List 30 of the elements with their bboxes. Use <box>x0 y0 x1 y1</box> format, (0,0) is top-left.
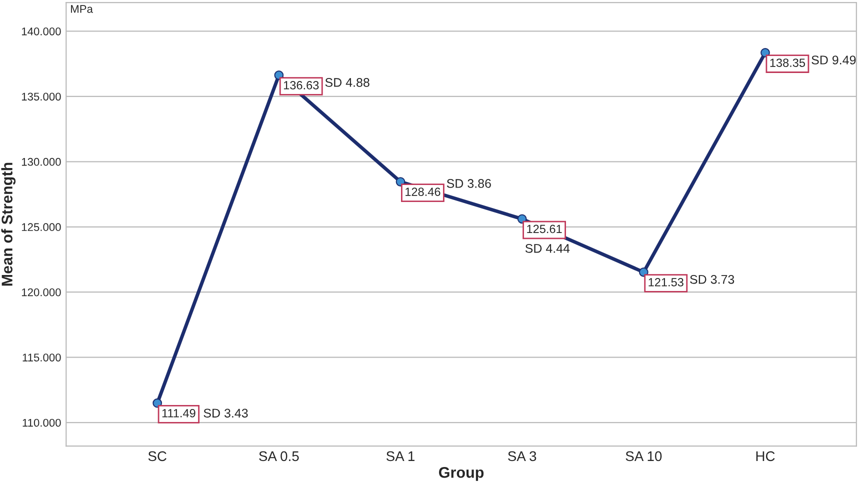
y-tick-label: 135.000 <box>22 92 61 101</box>
x-tick-label: SA 0.5 <box>259 451 299 462</box>
data-label: 111.49 <box>162 408 196 418</box>
x-tick-label: SA 10 <box>626 451 662 462</box>
y-tick-label: 115.000 <box>22 354 61 362</box>
x-tick-label: SA 1 <box>386 451 414 462</box>
annotation: SD 3.86 <box>446 179 491 188</box>
data-label: 136.63 <box>284 81 319 90</box>
y-axis-title: Mean of Strength <box>1 162 16 286</box>
x-axis-title: Group <box>439 467 484 481</box>
annotation: SD 3.43 <box>204 408 248 418</box>
data-label: 121.53 <box>648 278 684 286</box>
y-tick-label: 125.000 <box>22 223 61 232</box>
y-tick-label: 130.000 <box>22 158 61 166</box>
annotation: MPa <box>71 5 93 13</box>
point <box>760 48 770 58</box>
x-tick-label: HC <box>756 451 775 462</box>
y-tick-label: 120.000 <box>22 288 61 296</box>
x-tick-label: SC <box>148 451 166 462</box>
annotation: SD 4.44 <box>525 244 570 253</box>
y-tick-label: 110.000 <box>22 418 61 427</box>
annotation: SD 9.49 <box>812 56 856 64</box>
y-tick-label: 140.000 <box>22 27 61 36</box>
data-label: 138.35 <box>770 58 806 67</box>
annotation: SD 4.88 <box>325 78 370 87</box>
x-tick-label: SA 3 <box>508 451 536 462</box>
annotation: SD 3.73 <box>690 274 734 284</box>
data-label: 125.61 <box>527 224 562 234</box>
point <box>152 398 162 408</box>
data-label: 128.46 <box>406 188 440 196</box>
